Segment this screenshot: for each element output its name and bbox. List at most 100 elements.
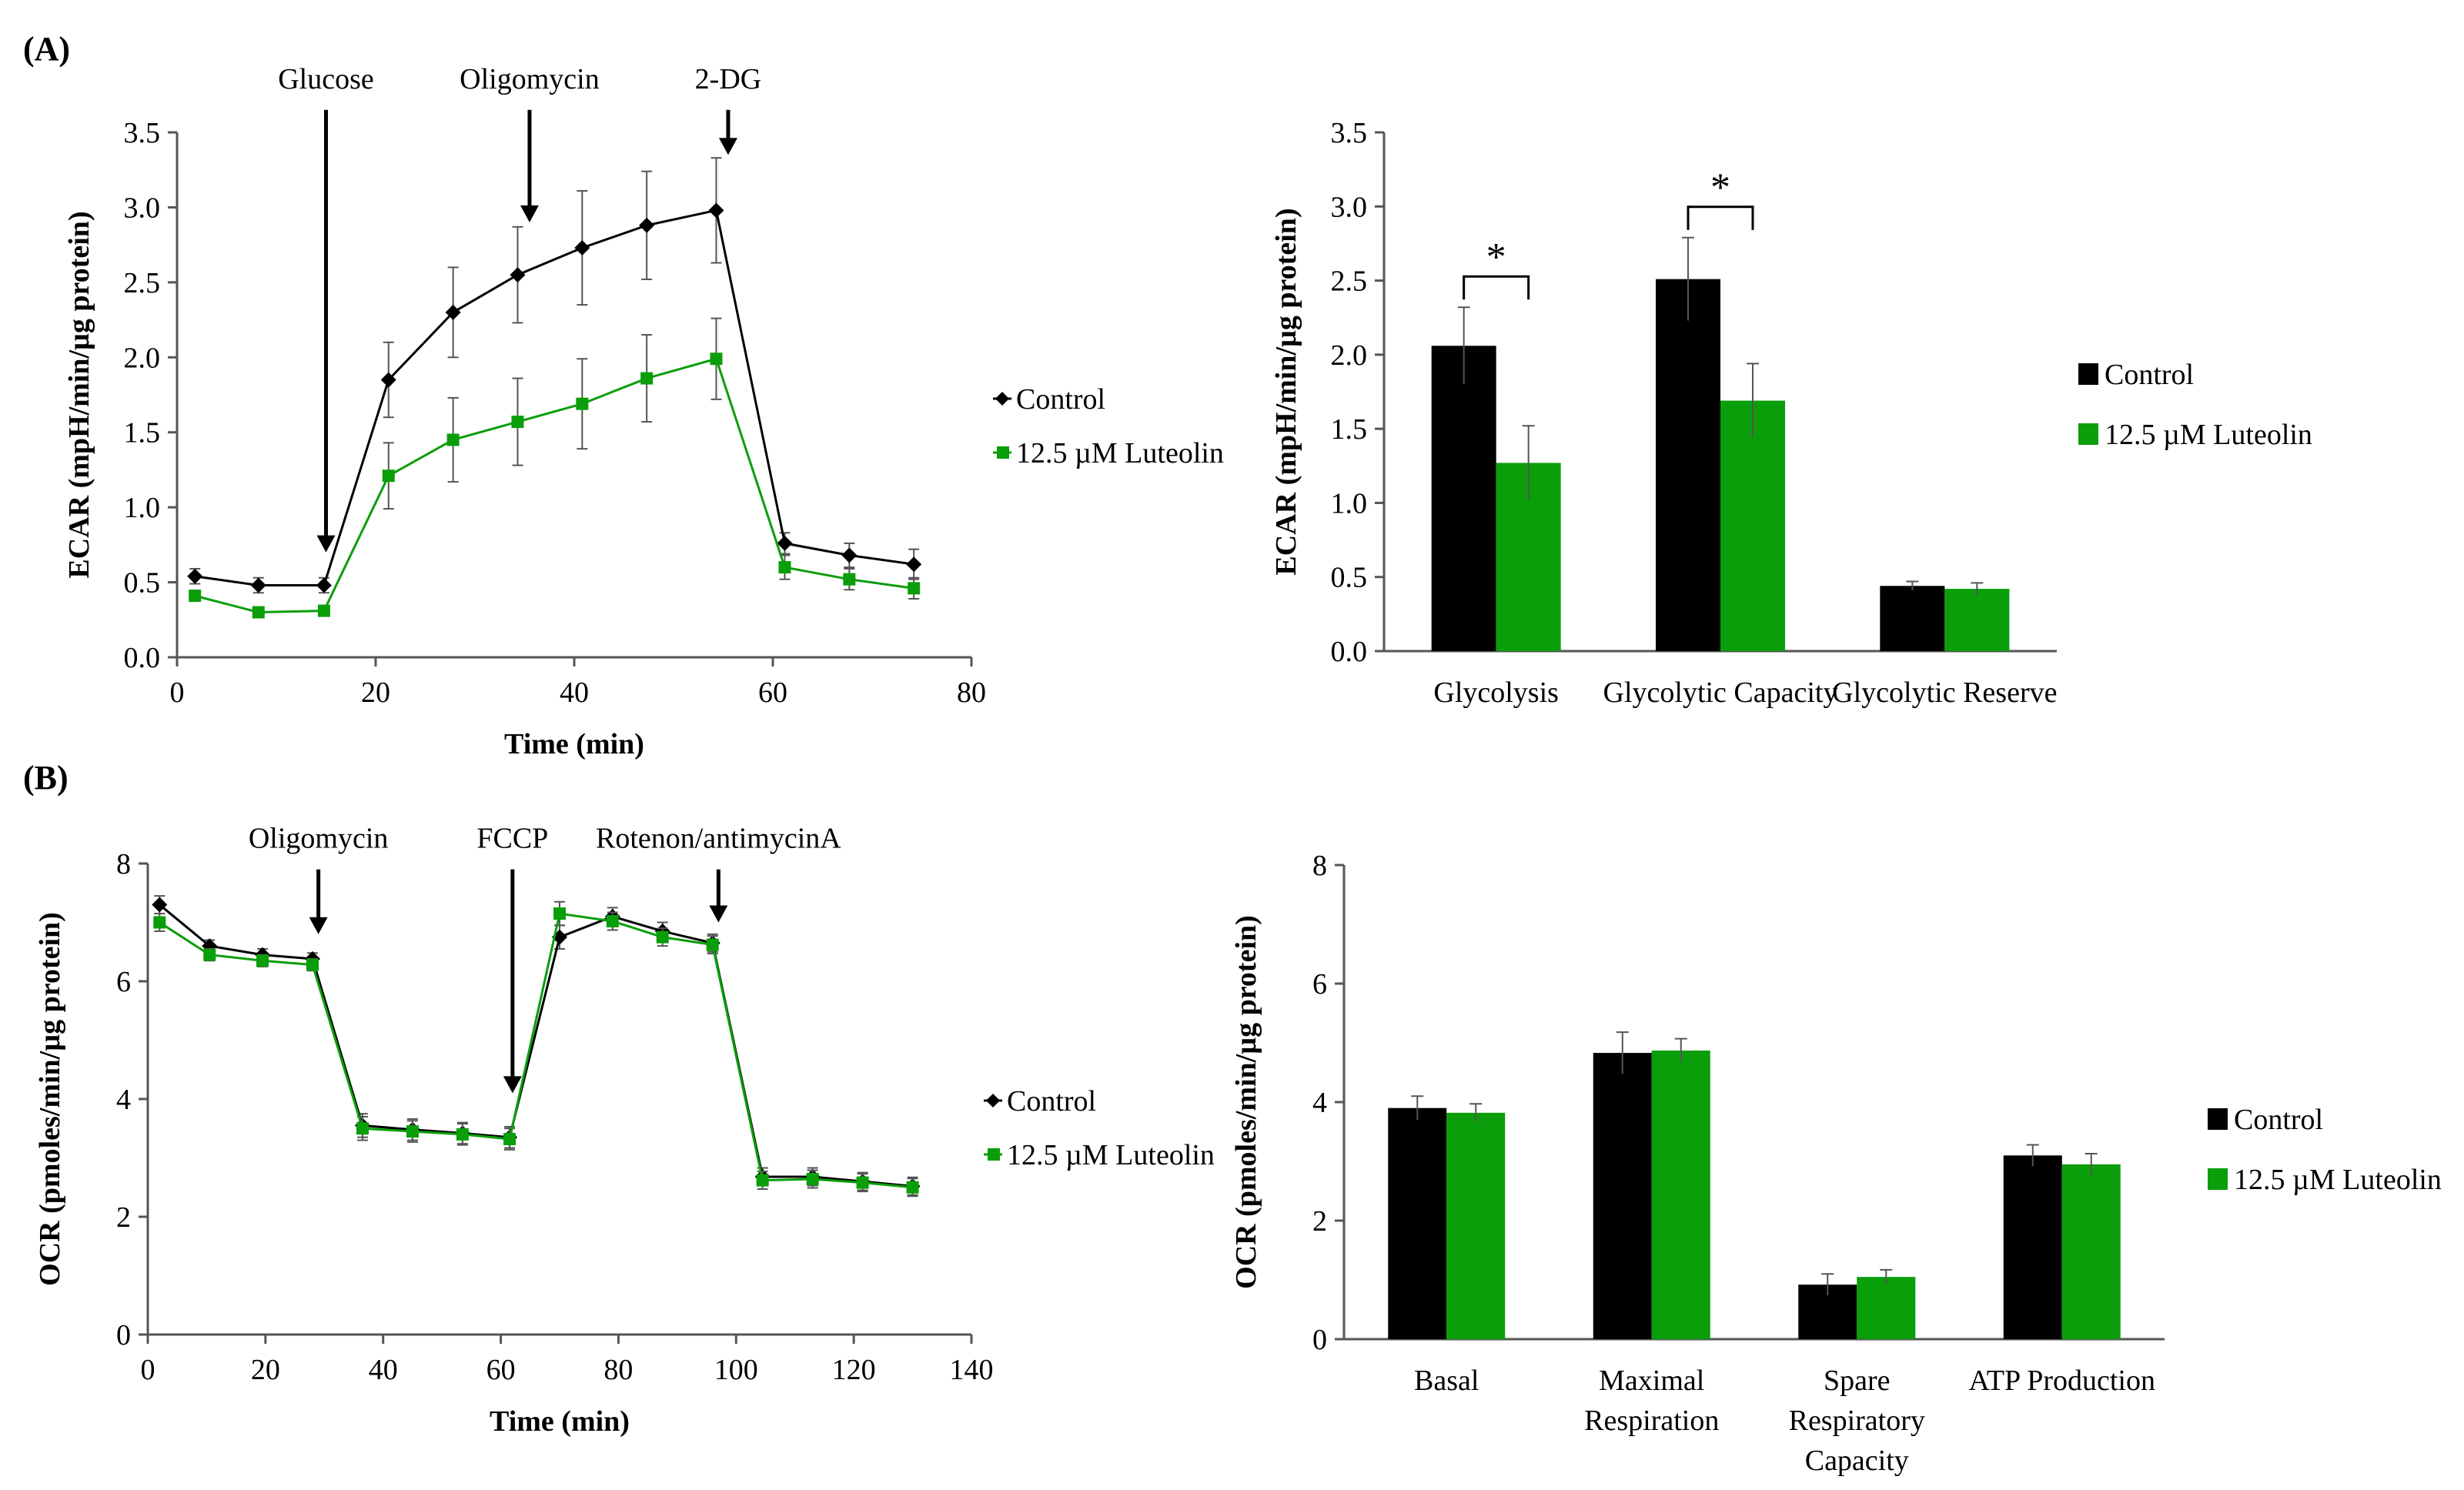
y-tick-label: 3.5 <box>1331 117 1368 149</box>
data-point <box>153 916 166 929</box>
legend-swatch <box>2208 1168 2228 1190</box>
x-category-label: Spare <box>1824 1365 1891 1397</box>
bar <box>1880 586 1945 651</box>
legend-swatch <box>2078 363 2098 385</box>
y-tick-label: 4 <box>116 1084 131 1116</box>
y-tick-label: 4 <box>1312 1087 1327 1119</box>
data-point <box>856 1176 869 1189</box>
data-point <box>317 604 330 617</box>
data-point <box>189 590 202 603</box>
legend-label: 12.5 µM Luteolin <box>2234 1164 2442 1196</box>
annotation-label: FCCP <box>476 823 548 855</box>
data-point <box>456 1128 469 1141</box>
y-tick-label: 0 <box>116 1319 131 1351</box>
data-point <box>380 372 396 388</box>
data-point <box>756 1174 769 1187</box>
legend-swatch <box>2208 1108 2228 1130</box>
data-point <box>841 547 858 563</box>
x-category-label: Glycolysis <box>1433 677 1559 709</box>
x-tick-label: 80 <box>957 677 986 709</box>
data-point <box>777 535 793 551</box>
data-point <box>256 954 269 967</box>
annotation-arrowhead <box>316 535 336 553</box>
x-tick-label: 20 <box>361 677 390 709</box>
y-tick-label: 1.5 <box>124 417 161 449</box>
legend-marker <box>986 1094 1000 1107</box>
data-point <box>382 469 395 483</box>
bar <box>1944 589 2010 651</box>
x-tick-label: 0 <box>141 1354 155 1386</box>
x-tick-label: 60 <box>486 1354 516 1386</box>
legend-label: 12.5 µM Luteolin <box>2105 419 2312 451</box>
significance-bracket <box>1463 275 1530 300</box>
y-tick-label: 2.5 <box>124 267 161 299</box>
data-point <box>316 577 332 593</box>
bar <box>1593 1053 1652 1339</box>
data-point <box>656 930 669 944</box>
data-point <box>906 1181 919 1194</box>
series-line <box>159 912 913 1189</box>
x-tick-label: 120 <box>832 1354 876 1386</box>
bar <box>1388 1107 1447 1339</box>
data-point <box>152 897 168 913</box>
x-tick-label: 80 <box>603 1354 633 1386</box>
significance-star: * <box>1486 236 1506 279</box>
data-point <box>574 240 590 256</box>
y-tick-label: 0.0 <box>124 642 161 674</box>
y-axis-label: ECAR (mpH/min/µg protein) <box>1270 208 1302 575</box>
significance-star: * <box>1710 166 1730 210</box>
annotation-label: Oligomycin <box>460 63 600 95</box>
bar <box>1656 279 1720 651</box>
bar <box>1651 1051 1710 1339</box>
legend-label: 12.5 µM Luteolin <box>1007 1139 1215 1171</box>
x-category-label: Glycolytic Reserve <box>1832 677 2057 709</box>
series-line <box>194 357 914 614</box>
bar <box>1857 1277 1916 1339</box>
x-category-label: Glycolytic Capacity <box>1603 677 1838 709</box>
y-tick-label: 6 <box>116 966 131 998</box>
x-tick-label: 0 <box>170 677 185 709</box>
data-point <box>250 577 266 593</box>
legend-label: Control <box>2234 1104 2323 1136</box>
data-point <box>356 1122 369 1135</box>
x-axis-label: Time (min) <box>504 728 644 760</box>
data-point <box>843 573 856 586</box>
x-tick-label: 140 <box>950 1354 994 1386</box>
series-line <box>195 209 914 586</box>
data-point <box>445 304 461 320</box>
annotation-label: 2-DG <box>695 63 762 95</box>
x-tick-label: 100 <box>714 1354 758 1386</box>
panel-label-b: (B) <box>23 759 69 797</box>
data-point <box>306 958 319 971</box>
data-point <box>510 267 526 283</box>
data-point <box>778 561 791 574</box>
y-axis-label: OCR (pmoles/min/µg protein) <box>1230 915 1262 1289</box>
x-category-label: Respiration <box>1584 1405 1719 1437</box>
data-point <box>806 1173 819 1186</box>
data-point <box>446 433 460 446</box>
legend-label: 12.5 µM Luteolin <box>1016 437 1224 469</box>
y-tick-label: 0 <box>1312 1324 1327 1356</box>
y-tick-label: 2 <box>1312 1205 1327 1238</box>
bar <box>2061 1164 2121 1339</box>
y-tick-label: 1.0 <box>1331 487 1368 519</box>
y-axis-label: OCR (pmoles/min/µg protein) <box>34 912 66 1286</box>
y-tick-label: 6 <box>1312 968 1327 1001</box>
legend-label: Control <box>1016 383 1105 416</box>
data-point <box>252 606 265 619</box>
data-point <box>553 907 566 920</box>
y-tick-label: 3.0 <box>124 192 161 224</box>
y-tick-label: 1.5 <box>1331 413 1368 446</box>
bar <box>1431 346 1496 651</box>
y-tick-label: 0.5 <box>124 567 161 600</box>
x-category-label: Respiratory <box>1789 1405 1925 1437</box>
x-category-label: Basal <box>1414 1365 1479 1397</box>
y-tick-label: 2 <box>116 1201 131 1234</box>
x-tick-label: 60 <box>758 677 787 709</box>
y-tick-label: 0.5 <box>1331 562 1368 594</box>
data-point <box>640 372 654 385</box>
significance-bracket <box>1687 205 1754 230</box>
panel-label-a: (A) <box>23 30 71 68</box>
annotation-arrowhead <box>718 138 737 155</box>
